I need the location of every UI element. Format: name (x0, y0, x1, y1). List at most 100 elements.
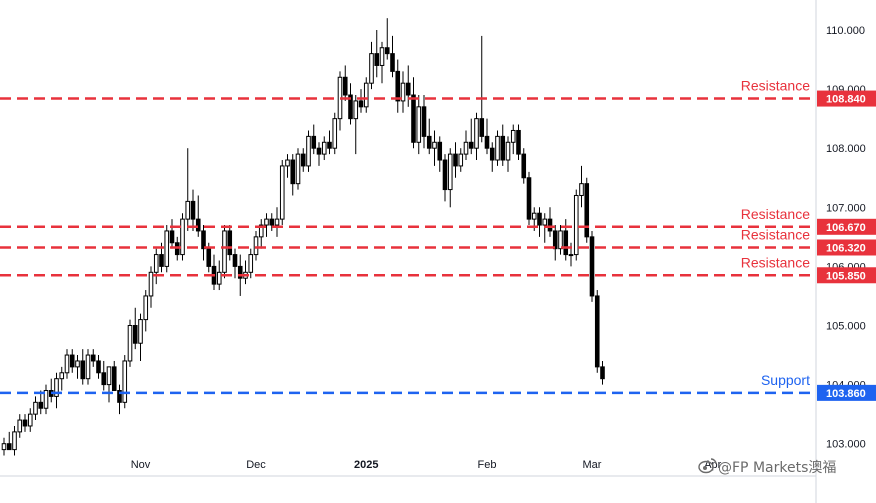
time-tick-label: Nov (131, 459, 151, 471)
candle-body-down (132, 325, 138, 344)
candle-body-down (384, 47, 390, 55)
candle (363, 77, 369, 113)
candle (216, 260, 222, 291)
candle-body-up (17, 419, 23, 433)
candle (96, 355, 101, 379)
candle-body-up (495, 135, 500, 161)
candle (48, 378, 54, 403)
candle-body-up (306, 135, 311, 167)
candle-body-up (59, 372, 65, 380)
candle (180, 213, 185, 261)
candle-body-up (264, 218, 269, 226)
candle (243, 260, 248, 285)
candle (353, 95, 359, 155)
candle-body-up (216, 271, 222, 285)
candle-body-down (101, 372, 107, 386)
candle-body-up (127, 325, 133, 362)
candle (269, 213, 275, 231)
candle (458, 148, 464, 172)
price-badge: 106.320 (817, 239, 876, 256)
price-badge-bg (817, 267, 876, 284)
candle (505, 136, 511, 172)
price-badge-text: 108.840 (826, 94, 866, 106)
candle (390, 35, 395, 78)
candle (584, 177, 590, 243)
candle-body-up (85, 354, 91, 380)
candle (405, 65, 411, 107)
candle-body-down (117, 390, 122, 403)
candle-body-down (358, 100, 364, 108)
time-tick-label: 2025 (354, 459, 378, 471)
candle-body-down (342, 76, 348, 96)
candle-body-down (201, 230, 206, 250)
candle-body-down (526, 177, 532, 220)
candle-body-down (195, 218, 201, 232)
weibo-icon (698, 458, 717, 474)
candle-body-up (505, 141, 511, 161)
candle (384, 18, 390, 60)
candle-body-down (600, 366, 605, 380)
candle-body-down (484, 135, 490, 149)
candles-layer (1, 18, 605, 456)
candle-body-down (411, 94, 416, 143)
candle-body-down (269, 218, 275, 226)
resistance-label: Resistance (741, 78, 810, 94)
candle-body-down (390, 53, 395, 72)
candle-body-up (138, 319, 143, 344)
candle (537, 207, 542, 237)
watermark: @FP Markets澳福 (698, 458, 836, 476)
candle (106, 366, 112, 403)
candle-body-down (22, 419, 28, 427)
candle (306, 130, 311, 172)
candle (285, 154, 290, 178)
price-tick-label: 108.000 (826, 143, 866, 155)
price-badge-text: 106.670 (826, 222, 866, 234)
candle-body-up (369, 53, 374, 84)
candle-body-down (169, 230, 175, 244)
candle (27, 408, 33, 432)
candle (211, 254, 217, 291)
candle (127, 319, 133, 367)
candle-body-up (153, 254, 159, 273)
candle-body-down (311, 135, 317, 149)
candle (468, 118, 474, 155)
candle (463, 130, 469, 161)
price-badge-text: 103.860 (826, 388, 866, 400)
support-label: Support (761, 372, 810, 388)
candle-body-up (363, 82, 369, 108)
candle (80, 349, 86, 385)
candle (332, 112, 338, 155)
candle-body-down (69, 354, 75, 368)
candle (400, 71, 406, 113)
candle-body-up (531, 212, 537, 220)
time-tick-label: Dec (246, 459, 266, 471)
candle-body-up (122, 360, 128, 403)
candle-body-down (437, 141, 443, 161)
candle-body-up (54, 378, 59, 397)
candle-body-down (327, 141, 332, 149)
candle (589, 230, 595, 302)
candle-body-up (27, 413, 33, 427)
candle-body-up (1, 443, 7, 451)
time-axis[interactable]: Nov Dec 2025 Feb Mar Apr (131, 459, 722, 471)
price-tick-label: 110.000 (826, 25, 865, 37)
candle (500, 124, 506, 166)
watermark-text: @FP Markets澳福 (718, 460, 836, 476)
candle (295, 148, 301, 190)
candle-body-down (316, 147, 322, 155)
candle (59, 366, 65, 391)
candle-body-down (348, 94, 353, 120)
candle-body-down (537, 212, 542, 226)
candle-body-up (185, 200, 191, 220)
candle-body-up (463, 141, 469, 155)
time-tick-label: Mar (583, 459, 602, 471)
price-tick-label: 107.000 (826, 202, 866, 214)
candle-body-down (300, 153, 306, 167)
price-badge-bg (817, 218, 876, 235)
candle-body-up (558, 230, 563, 250)
price-badges: 108.840 106.670 106.320 105.850 103.860 (817, 90, 876, 401)
candle-body-up (180, 218, 185, 256)
candle (416, 95, 422, 155)
candle (17, 414, 23, 438)
